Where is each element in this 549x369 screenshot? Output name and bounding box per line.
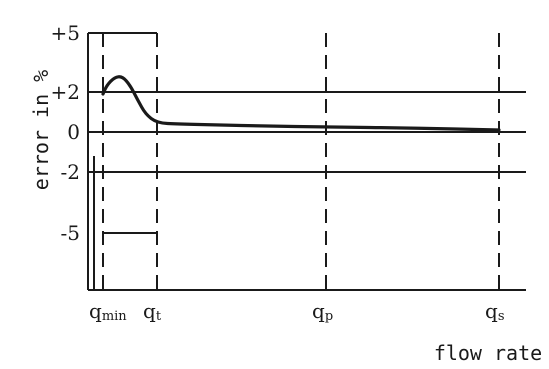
x-tick-main: q bbox=[89, 299, 102, 323]
x-tick-subscript: t bbox=[156, 309, 162, 324]
x-tick-subscript: min bbox=[102, 309, 127, 324]
y-tick-label: +5 bbox=[51, 21, 80, 45]
x-tick-label: qs bbox=[485, 299, 504, 324]
x-tick-subscript: p bbox=[325, 309, 333, 324]
error-curve-layer bbox=[101, 75, 501, 132]
limit-lines bbox=[88, 32, 526, 290]
flow-markers bbox=[102, 33, 500, 290]
y-tick-label: -5 bbox=[61, 221, 80, 245]
x-tick-label: qt bbox=[143, 299, 162, 324]
x-tick-label: qp bbox=[312, 299, 333, 324]
x-tick-label: qmin bbox=[89, 299, 127, 324]
y-tick-label: +2 bbox=[51, 80, 80, 104]
x-axis-label: flow rate bbox=[434, 341, 542, 365]
y-tick-labels: +5 +2 0 -2 -5 bbox=[51, 21, 80, 245]
x-tick-labels: qmin qt qp qs bbox=[89, 299, 504, 324]
x-tick-main: q bbox=[485, 299, 498, 323]
x-tick-subscript: s bbox=[498, 309, 505, 324]
y-axis-label: error in % bbox=[29, 70, 53, 190]
plot-frame bbox=[87, 33, 526, 291]
x-tick-main: q bbox=[143, 299, 156, 323]
y-tick-label: -2 bbox=[61, 160, 80, 184]
x-tick-main: q bbox=[312, 299, 325, 323]
error-curve bbox=[101, 75, 501, 132]
y-tick-label: 0 bbox=[67, 120, 80, 144]
